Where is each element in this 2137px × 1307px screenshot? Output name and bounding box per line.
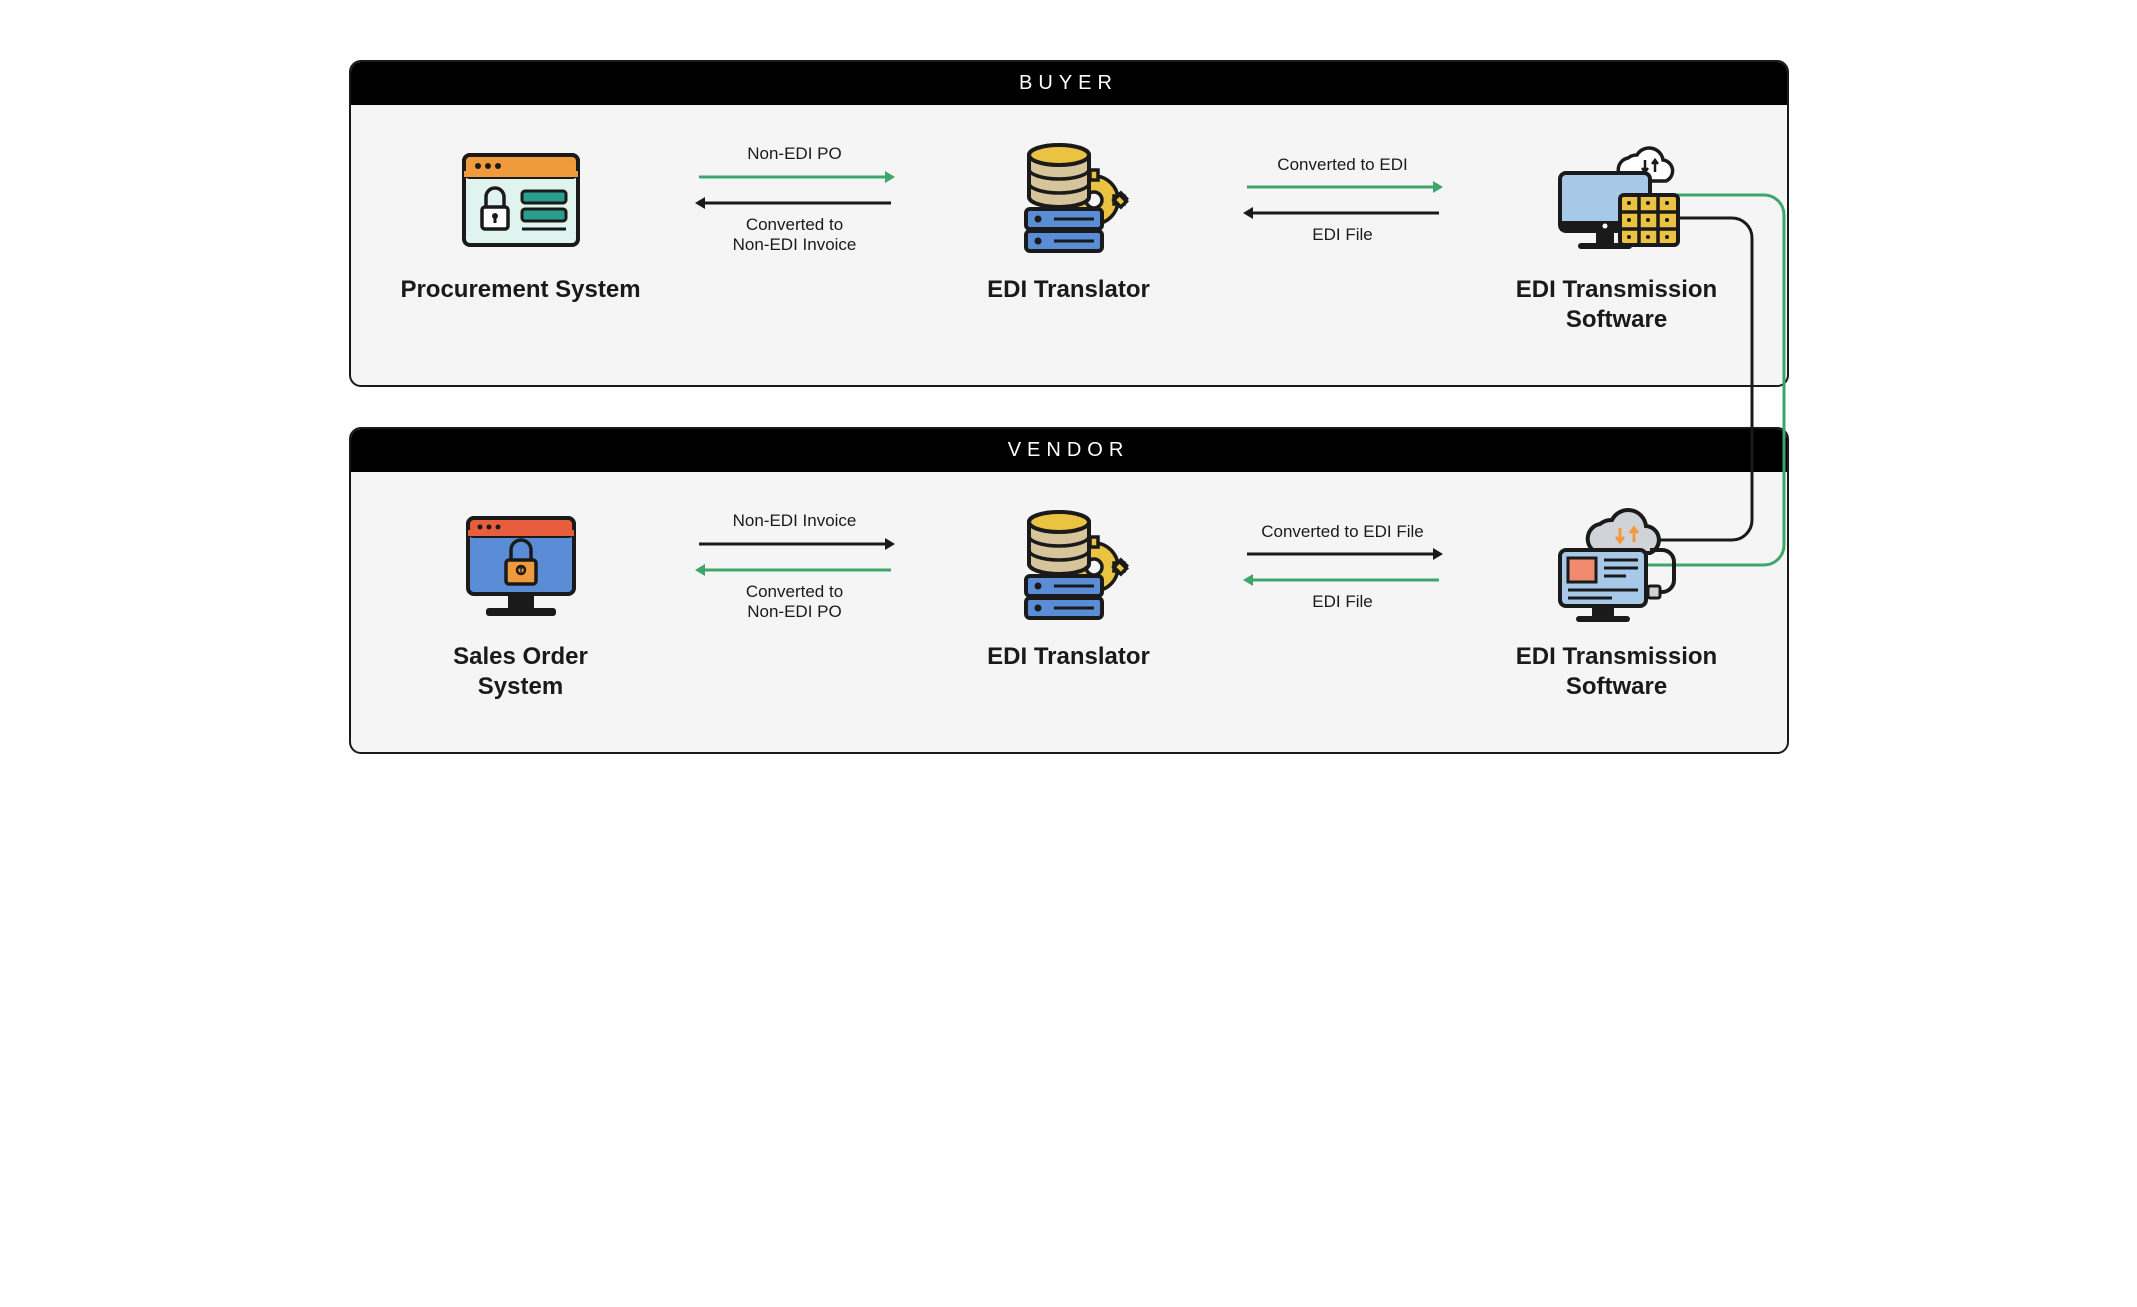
vendor-arrows-1: Non-EDI Invoice Converted toNon-EDI PO	[661, 502, 929, 632]
edi-transmission-buyer-icon	[1542, 135, 1692, 265]
buyer-edi-translator-node: EDI Translator	[929, 135, 1209, 305]
arrow-left-black-icon	[1209, 203, 1477, 223]
edi-translator-icon	[994, 502, 1144, 632]
edi-flow-diagram: BUYER	[349, 60, 1789, 754]
arrow-label: EDI File	[1312, 225, 1372, 245]
edi-translator-icon	[994, 135, 1144, 265]
arrow-left-black-icon	[661, 193, 929, 213]
procurement-system-icon	[446, 135, 596, 265]
buyer-edi-translator-label: EDI Translator	[987, 275, 1150, 305]
vendor-arrows-2: Converted to EDI File EDI File	[1209, 502, 1477, 632]
vendor-edi-translator-node: EDI Translator	[929, 502, 1209, 672]
vendor-edi-translator-label: EDI Translator	[987, 642, 1150, 672]
procurement-system-label: Procurement System	[400, 275, 640, 305]
vendor-edi-transmission-label: EDI TransmissionSoftware	[1516, 642, 1717, 702]
arrow-label: Converted to EDI	[1277, 155, 1407, 175]
arrow-label: Converted toNon-EDI PO	[746, 582, 843, 623]
arrow-right-black-icon	[1209, 544, 1477, 564]
vendor-edi-transmission-node: EDI TransmissionSoftware	[1477, 502, 1757, 702]
buyer-edi-transmission-node: EDI TransmissionSoftware	[1477, 135, 1757, 335]
arrow-left-green-icon	[661, 560, 929, 580]
arrow-label: Non-EDI Invoice	[733, 511, 857, 531]
arrow-label: Non-EDI PO	[747, 144, 841, 164]
svg-text:T: T	[518, 566, 524, 576]
sales-order-system-label: Sales OrderSystem	[453, 642, 588, 702]
arrow-left-green-icon	[1209, 570, 1477, 590]
edi-transmission-vendor-icon	[1542, 502, 1692, 632]
buyer-arrows-1: Non-EDI PO Converted toNon-EDI Invoice	[661, 135, 929, 265]
arrow-right-green-icon	[1209, 177, 1477, 197]
arrow-right-green-icon	[661, 167, 929, 187]
arrow-label: Converted to EDI File	[1261, 522, 1424, 542]
procurement-system-node: Procurement System	[381, 135, 661, 305]
buyer-edi-transmission-label: EDI TransmissionSoftware	[1516, 275, 1717, 335]
arrow-label: Converted toNon-EDI Invoice	[733, 215, 857, 256]
arrow-label: EDI File	[1312, 592, 1372, 612]
buyer-arrows-2: Converted to EDI EDI File	[1209, 135, 1477, 265]
sales-order-system-icon: T	[446, 502, 596, 632]
sales-order-system-node: T Sales OrderSystem	[381, 502, 661, 702]
arrow-right-black-icon	[661, 534, 929, 554]
